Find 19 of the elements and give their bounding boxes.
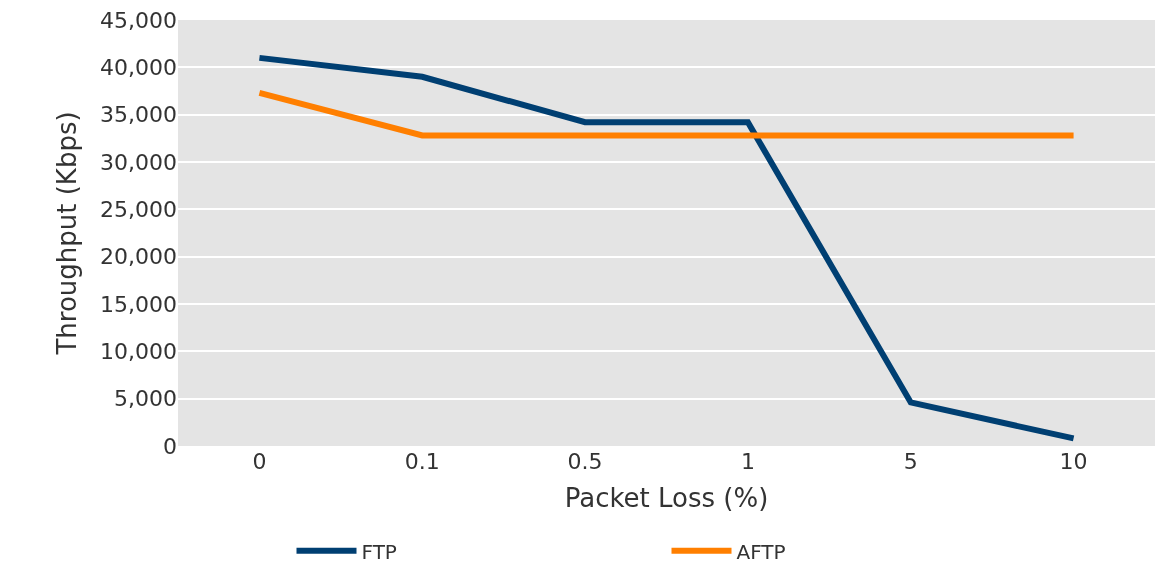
x-tick-label: 0.1 — [404, 449, 440, 474]
y-tick-label: 15,000 — [100, 291, 177, 317]
legend-label: FTP — [361, 539, 397, 564]
x-tick-label: 1 — [740, 449, 755, 474]
y-tick-label: 5,000 — [114, 386, 177, 412]
y-tick-label: 35,000 — [100, 102, 177, 128]
x-tick-label: 0 — [252, 449, 267, 474]
y-tick-label: 10,000 — [100, 339, 177, 365]
x-tick-label: 10 — [1059, 449, 1088, 474]
x-tick-label: 5 — [903, 449, 918, 474]
y-tick-label: 25,000 — [100, 197, 177, 223]
y-tick-label: 20,000 — [100, 244, 177, 270]
legend-label: AFTP — [736, 539, 786, 564]
y-tick-label: 40,000 — [100, 55, 177, 81]
y-tick-label: 45,000 — [100, 7, 177, 33]
y-axis-title: Throughput (Kbps) — [52, 111, 83, 356]
x-tick-label: 0.5 — [567, 449, 603, 474]
y-tick-label: 30,000 — [100, 149, 177, 175]
x-axis-title: Packet Loss (%) — [564, 482, 769, 513]
